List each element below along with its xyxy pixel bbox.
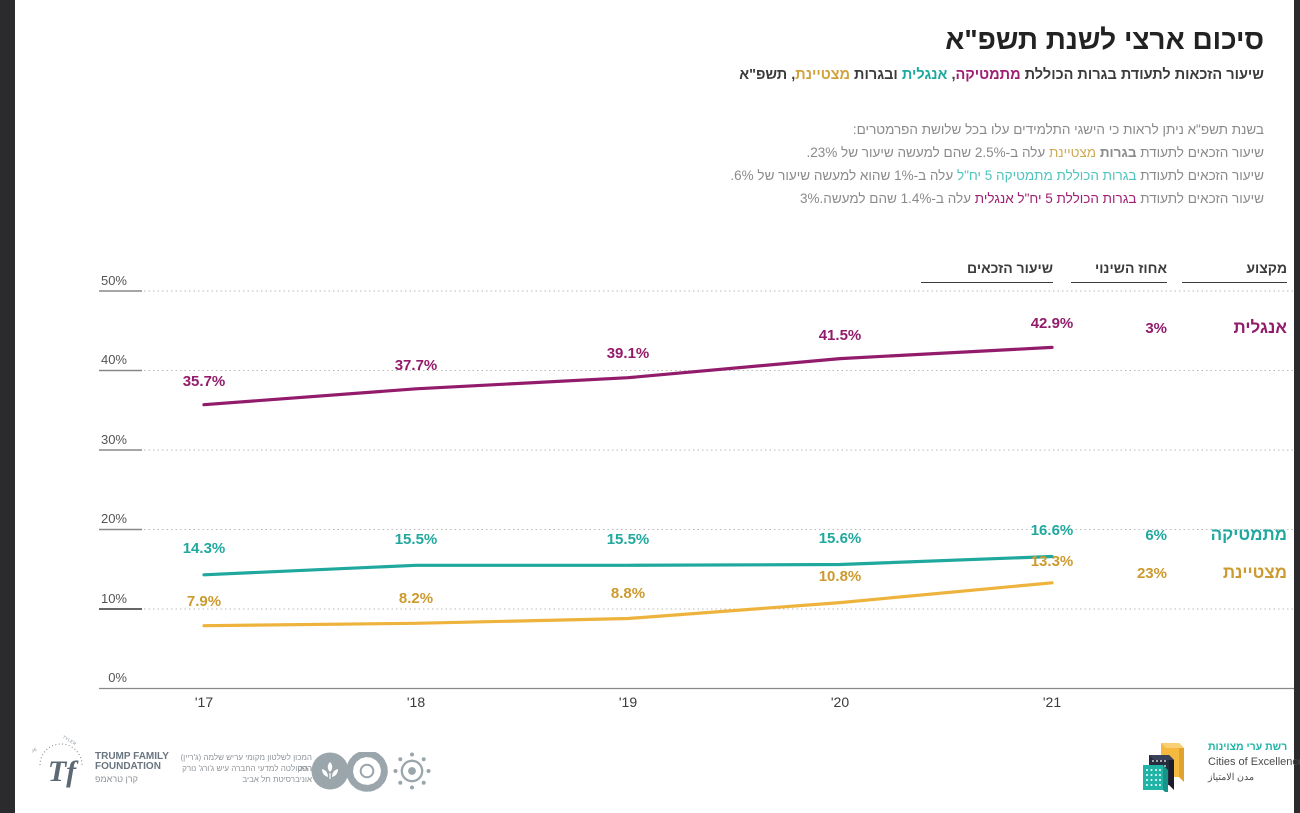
svg-text:TYLER: TYLER [62, 735, 78, 746]
svg-text:THE: THE [32, 746, 38, 755]
svg-text:Tf: Tf [48, 755, 79, 788]
